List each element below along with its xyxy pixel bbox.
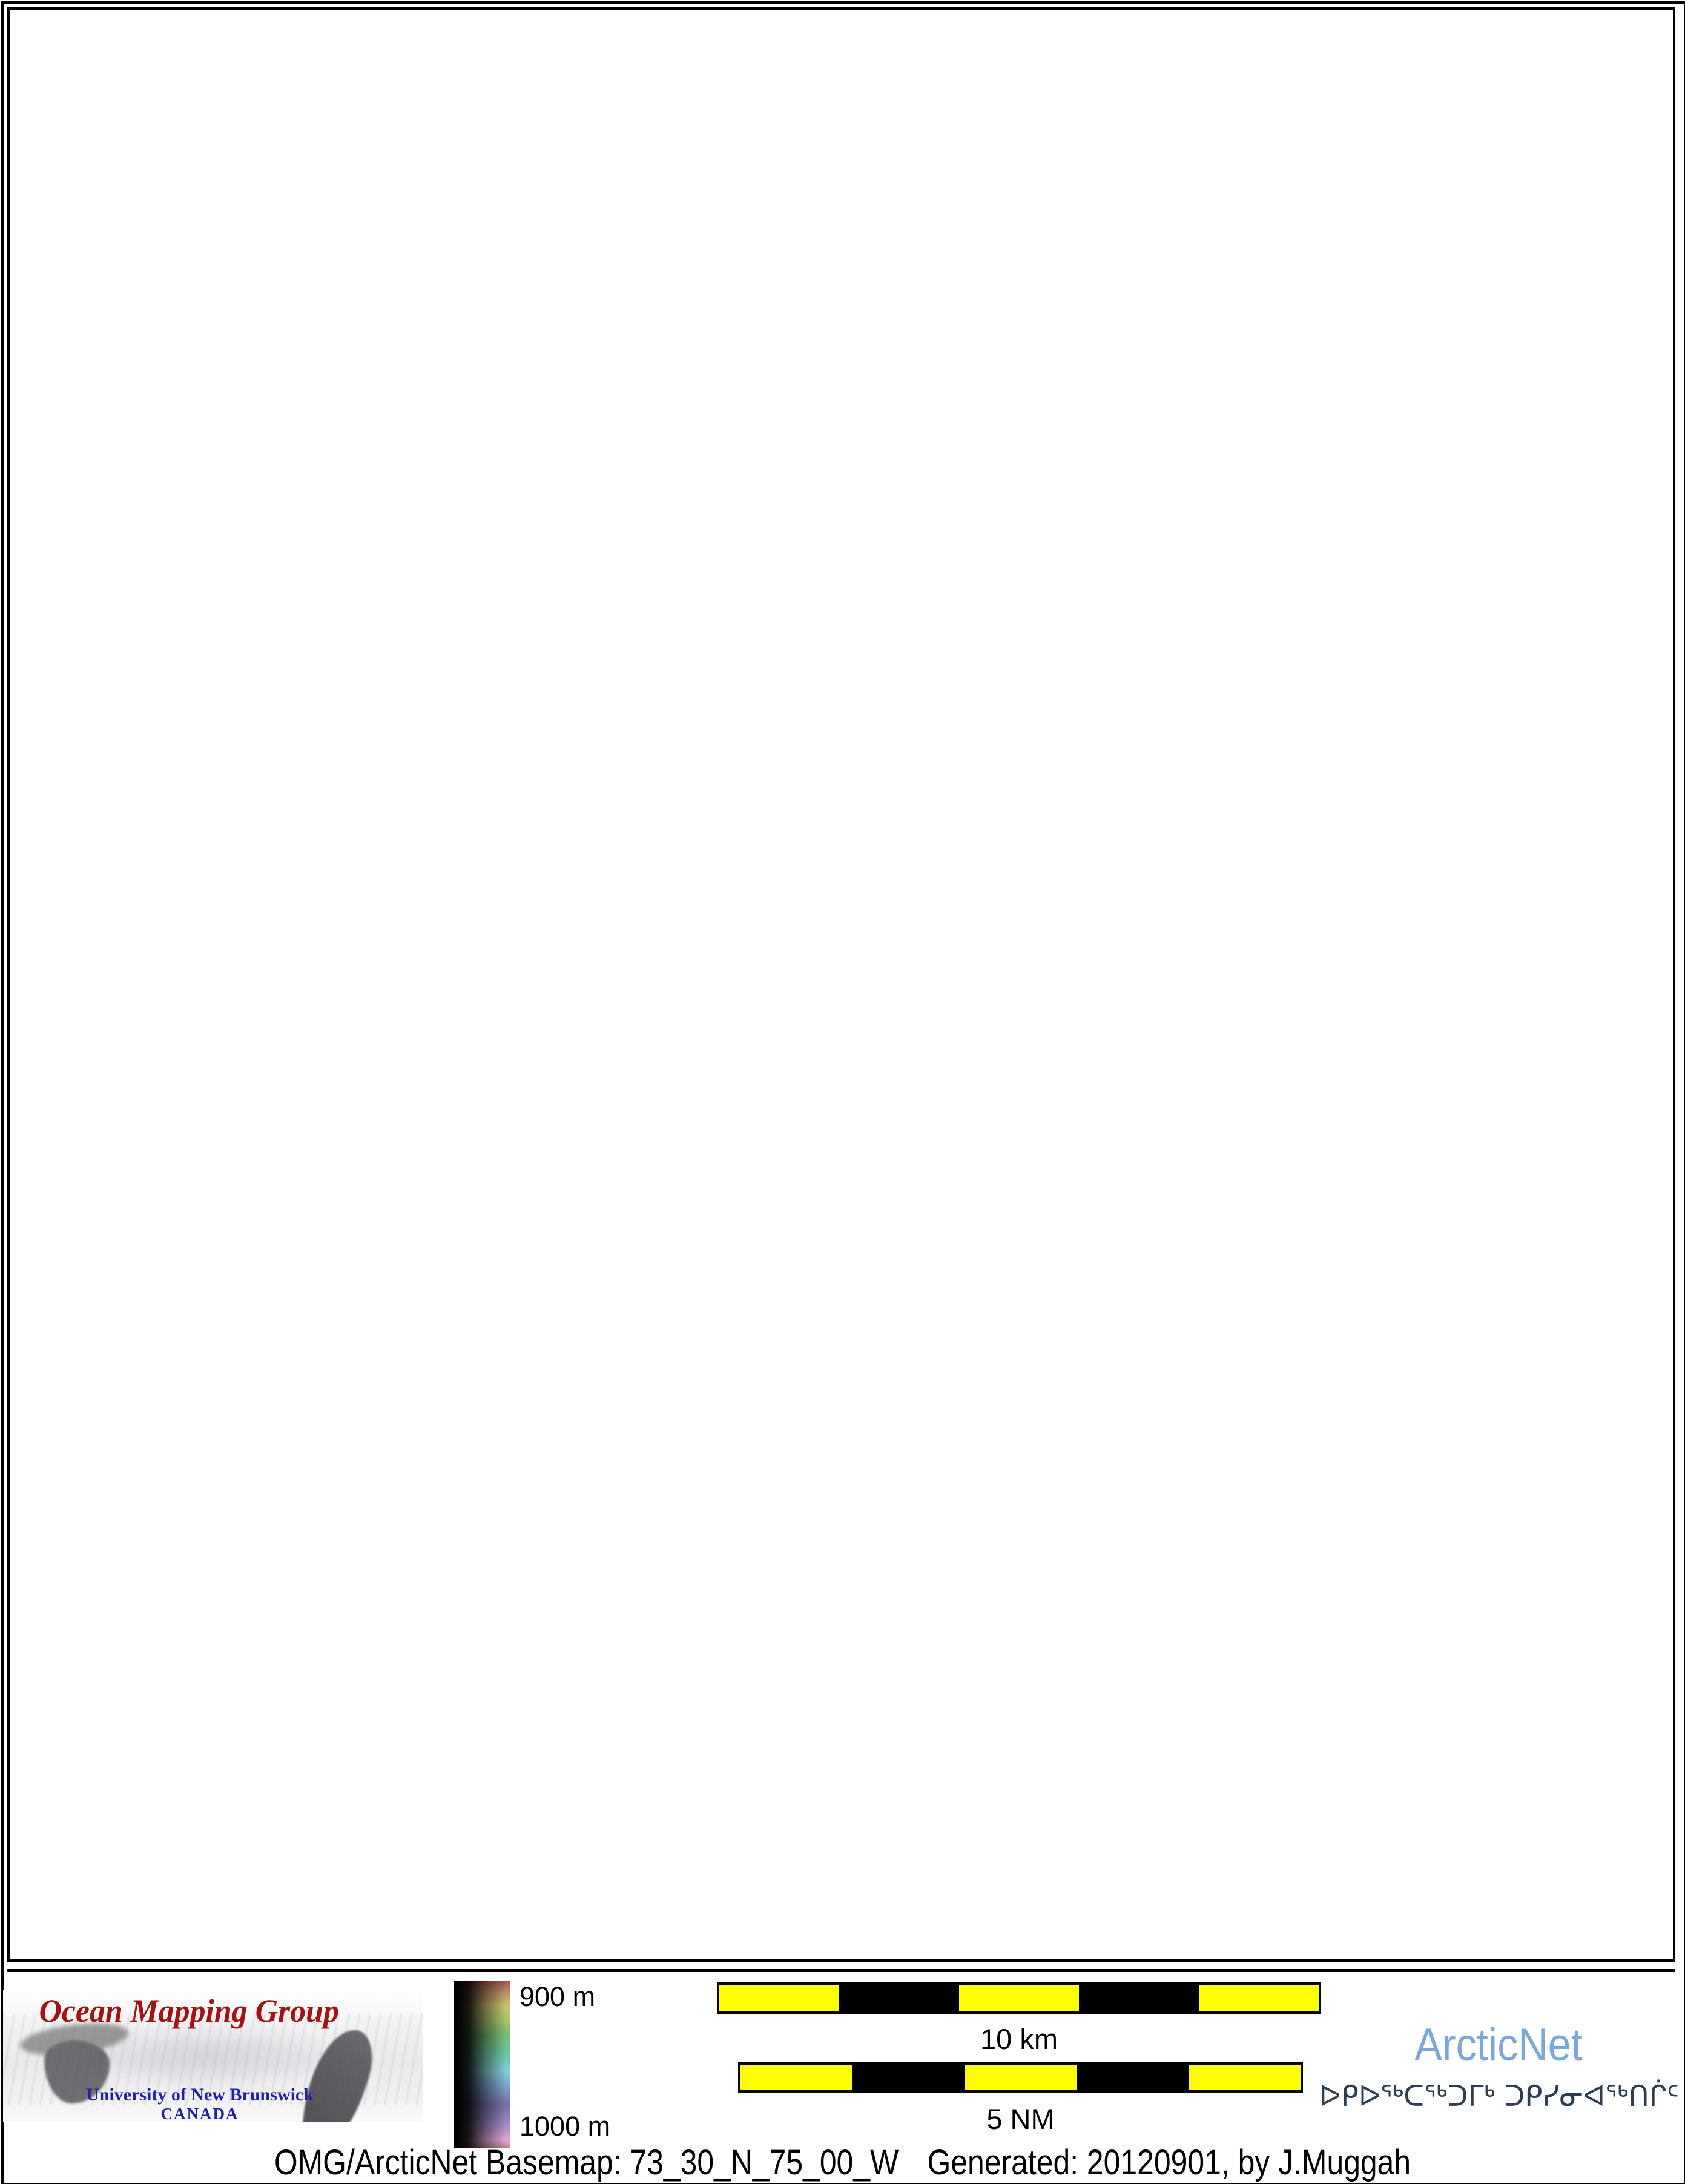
caption-basemap-id: OMG/ArcticNet Basemap: 73_30_N_75_00_W: [274, 2143, 899, 2182]
arcticnet-inuktitut-name: ᐅᑭᐅᖅᑕᖅᑐᒥᒃ ᑐᑭᓯᓂᐊᖅᑎᒌᑦ: [1319, 2079, 1679, 2113]
depth-colorbar-bottom-label: 1000 m: [519, 2111, 611, 2142]
omg-logo: Ocean Mapping Group University of New Br…: [3, 1990, 423, 2122]
omg-university: University of New Brunswick: [86, 2085, 314, 2105]
scalebar-nautical-miles-label: 5 NM: [986, 2103, 1055, 2135]
depth-colorbar: [454, 1981, 510, 2148]
omg-title: Ocean Mapping Group: [39, 1993, 339, 2029]
scalebar-segment: [1189, 2065, 1301, 2090]
scalebar-kilometres-label: 10 km: [980, 2023, 1058, 2055]
arcticnet-logo: ArcticNet: [1414, 2019, 1583, 2071]
scalebar-kilometres: [717, 1982, 1321, 2014]
scalebar-segment: [1199, 1985, 1319, 2011]
scalebar-nautical-miles: [738, 2062, 1303, 2093]
footer-divider: [7, 1969, 1675, 1972]
scalebar-segment: [1077, 2065, 1189, 2090]
depth-colorbar-top-label: 900 m: [519, 1981, 596, 2012]
scalebar-segment: [719, 1985, 839, 2011]
scalebar-segment: [740, 2065, 852, 2090]
caption: OMG/ArcticNet Basemap: 73_30_N_75_00_W G…: [118, 2142, 1567, 2183]
scalebar-segment: [839, 1985, 959, 2011]
iceberg-silhouette-left-icon: [18, 2018, 131, 2103]
caption-generated: Generated: 20120901, by J.Muggah: [927, 2143, 1411, 2182]
scalebar-segment: [852, 2065, 965, 2090]
map-frame: [7, 7, 1675, 1962]
scalebar-segment: [965, 2065, 1077, 2090]
omg-country: CANADA: [160, 2105, 239, 2122]
scalebar-segment: [1079, 1985, 1199, 2011]
scalebar-segment: [959, 1985, 1079, 2011]
